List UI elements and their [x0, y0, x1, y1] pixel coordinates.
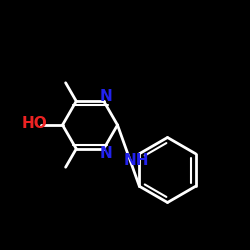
Text: N: N — [100, 89, 112, 104]
Text: N: N — [100, 146, 112, 161]
Text: NH: NH — [123, 153, 149, 168]
Text: HO: HO — [21, 116, 47, 131]
